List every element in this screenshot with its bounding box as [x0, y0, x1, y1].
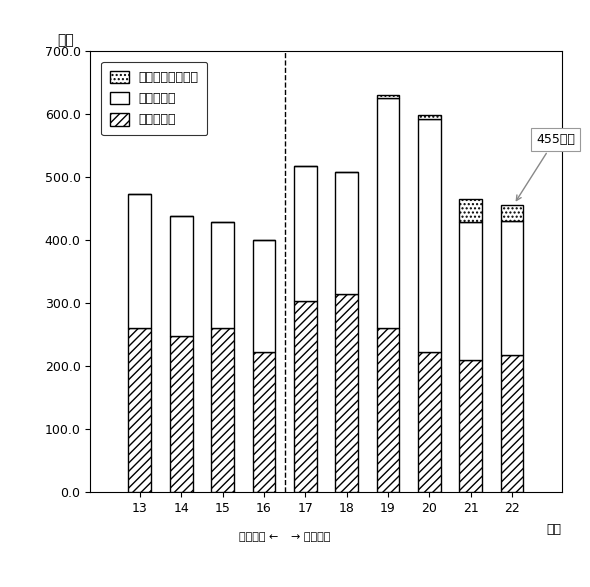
- Bar: [459, 222, 482, 360]
- Bar: [253, 352, 276, 492]
- Bar: [500, 221, 523, 355]
- Bar: [376, 99, 399, 328]
- Bar: [129, 328, 151, 492]
- Bar: [211, 328, 234, 492]
- Bar: [500, 205, 523, 221]
- Bar: [376, 328, 399, 492]
- Bar: [376, 95, 399, 99]
- Bar: [253, 240, 276, 352]
- Text: 旧浜松市 ←: 旧浜松市 ←: [239, 532, 278, 542]
- Bar: [129, 194, 151, 328]
- Bar: [211, 222, 234, 328]
- Bar: [500, 355, 523, 492]
- Text: 455億円: 455億円: [516, 133, 575, 201]
- Text: → 新浜松市: → 新浜松市: [291, 532, 330, 542]
- Bar: [170, 216, 192, 336]
- Bar: [418, 119, 441, 352]
- Bar: [335, 294, 358, 492]
- Bar: [335, 172, 358, 294]
- Text: 年度: 年度: [546, 523, 562, 536]
- Bar: [170, 336, 192, 492]
- Bar: [459, 199, 482, 222]
- Legend: 国直轄事業負担金, 補助事業費, 単独事業費: 国直轄事業負担金, 補助事業費, 単独事業費: [101, 62, 208, 135]
- Bar: [294, 301, 317, 492]
- Bar: [294, 166, 317, 301]
- Bar: [418, 352, 441, 492]
- Bar: [418, 116, 441, 119]
- Text: 億円: 億円: [57, 33, 74, 47]
- Bar: [459, 360, 482, 492]
